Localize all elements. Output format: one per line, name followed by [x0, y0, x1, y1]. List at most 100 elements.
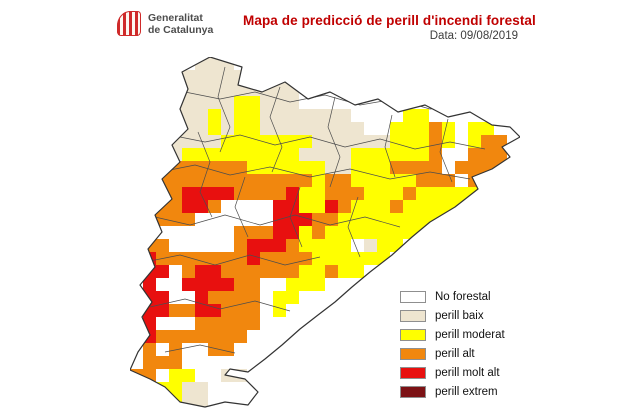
risk-cell — [234, 330, 247, 343]
risk-cell — [260, 96, 273, 109]
risk-cell — [403, 226, 416, 239]
risk-cell — [221, 187, 234, 200]
comarca-border-line — [347, 196, 361, 258]
risk-cell — [286, 161, 299, 174]
risk-cell — [247, 317, 260, 330]
logo-line-1: Generalitat — [148, 12, 203, 24]
risk-cell — [481, 148, 494, 161]
risk-cell — [403, 187, 416, 200]
risk-cell — [247, 161, 260, 174]
risk-cell — [299, 187, 312, 200]
risk-cell — [156, 135, 169, 148]
risk-cell — [377, 161, 390, 174]
risk-cell — [351, 226, 364, 239]
risk-cell — [208, 57, 221, 70]
risk-cell — [364, 148, 377, 161]
risk-cell — [156, 304, 169, 317]
risk-cell — [195, 278, 208, 291]
risk-cell — [299, 239, 312, 252]
legend-item: perill molt alt — [400, 363, 505, 382]
risk-cell — [234, 109, 247, 122]
risk-cell — [299, 135, 312, 148]
risk-cell — [455, 135, 468, 148]
risk-cell — [260, 174, 273, 187]
risk-cell — [247, 200, 260, 213]
risk-cell — [169, 83, 182, 96]
risk-cell — [312, 148, 325, 161]
risk-cell — [156, 200, 169, 213]
risk-cell — [455, 161, 468, 174]
risk-cell — [299, 278, 312, 291]
risk-cell — [169, 252, 182, 265]
risk-cell — [234, 278, 247, 291]
risk-cell — [286, 278, 299, 291]
risk-cell — [364, 161, 377, 174]
risk-cell — [286, 200, 299, 213]
risk-cell — [325, 148, 338, 161]
risk-cell — [221, 278, 234, 291]
risk-cell — [208, 239, 221, 252]
risk-cell — [468, 122, 481, 135]
risk-cell — [234, 148, 247, 161]
risk-cell — [273, 304, 286, 317]
risk-cell — [286, 96, 299, 109]
risk-cell — [481, 122, 494, 135]
risk-cell — [312, 213, 325, 226]
risk-cell — [494, 148, 507, 161]
risk-cell — [338, 148, 351, 161]
logo-text: Generalitat de Catalunya — [148, 11, 213, 36]
risk-cell — [182, 187, 195, 200]
legend-swatch — [400, 290, 426, 303]
map-date: Data: 09/08/2019 — [429, 30, 518, 42]
risk-cell — [286, 122, 299, 135]
risk-cell — [221, 382, 234, 395]
risk-cell — [273, 278, 286, 291]
risk-cell — [299, 265, 312, 278]
risk-cell — [195, 356, 208, 369]
comarca-border-line — [217, 66, 231, 153]
risk-cell — [286, 148, 299, 161]
comarca-border-line — [269, 86, 283, 173]
risk-cell — [195, 161, 208, 174]
risk-cell — [143, 278, 156, 291]
legend-label: perill moderat — [435, 328, 505, 341]
risk-cell — [169, 187, 182, 200]
risk-cell — [221, 70, 234, 83]
risk-cell — [169, 174, 182, 187]
risk-cell — [156, 213, 169, 226]
risk-cell — [416, 109, 429, 122]
risk-cell — [143, 265, 156, 278]
risk-cell — [156, 161, 169, 174]
risk-cell — [208, 122, 221, 135]
risk-cell — [169, 356, 182, 369]
risk-cell — [247, 135, 260, 148]
risk-cell — [442, 148, 455, 161]
risk-cell — [208, 356, 221, 369]
risk-cell — [403, 148, 416, 161]
risk-cell — [429, 200, 442, 213]
risk-cell — [247, 304, 260, 317]
risk-cell — [234, 200, 247, 213]
risk-cell — [260, 213, 273, 226]
risk-cell — [364, 187, 377, 200]
risk-cell — [221, 122, 234, 135]
risk-cell — [182, 330, 195, 343]
risk-cell — [455, 174, 468, 187]
risk-cell — [221, 174, 234, 187]
risk-cell — [234, 135, 247, 148]
risk-cell — [299, 252, 312, 265]
risk-cell — [286, 187, 299, 200]
risk-cell — [273, 109, 286, 122]
risk-cell — [416, 200, 429, 213]
risk-cell — [208, 252, 221, 265]
risk-cell — [195, 252, 208, 265]
risk-cell — [468, 148, 481, 161]
risk-cell — [312, 252, 325, 265]
risk-cell — [286, 174, 299, 187]
risk-cell — [286, 226, 299, 239]
risk-cell — [351, 135, 364, 148]
risk-cell — [195, 395, 208, 407]
risk-cell — [247, 122, 260, 135]
risk-cell — [195, 369, 208, 382]
